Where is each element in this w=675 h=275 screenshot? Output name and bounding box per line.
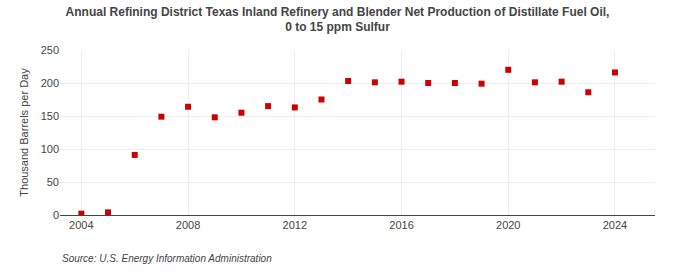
svg-text:2008: 2008 bbox=[176, 219, 200, 231]
svg-text:0: 0 bbox=[53, 209, 59, 221]
svg-text:2024: 2024 bbox=[603, 219, 627, 231]
svg-text:50: 50 bbox=[47, 176, 59, 188]
svg-text:Annual Refining District Texas: Annual Refining District Texas Inland Re… bbox=[66, 5, 610, 35]
svg-text:250: 250 bbox=[41, 44, 59, 56]
svg-text:2012: 2012 bbox=[283, 219, 307, 231]
svg-text:100: 100 bbox=[41, 143, 59, 155]
svg-text:2004: 2004 bbox=[69, 219, 93, 231]
svg-text:200: 200 bbox=[41, 77, 59, 89]
svg-text:2020: 2020 bbox=[496, 219, 520, 231]
svg-text:Source: U.S. Energy Informatio: Source: U.S. Energy Information Administ… bbox=[62, 253, 272, 264]
svg-text:Thousand Barrels per Day: Thousand Barrels per Day bbox=[18, 68, 30, 197]
svg-text:150: 150 bbox=[41, 110, 59, 122]
svg-text:2016: 2016 bbox=[389, 219, 413, 231]
